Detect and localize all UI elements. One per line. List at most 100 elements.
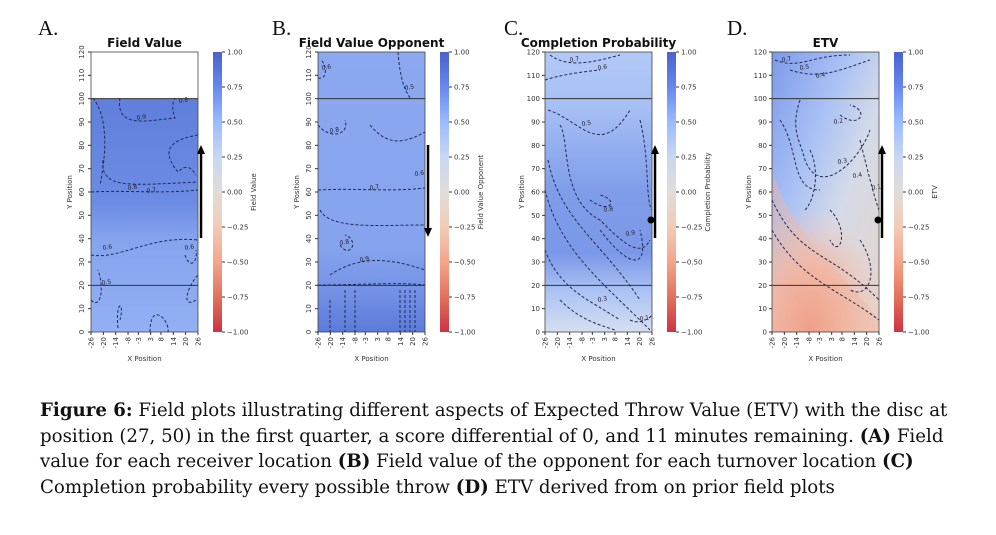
x-tick-label: -14 bbox=[339, 336, 347, 348]
contour-label: 0.9 bbox=[625, 229, 636, 238]
disc-position-marker bbox=[647, 216, 655, 224]
colorbar-tick-label: 0.00 bbox=[908, 189, 924, 197]
contour-label: 0.5 bbox=[581, 119, 592, 128]
contour-label: 0.6 bbox=[414, 169, 425, 178]
colorbar-tick-label: 0.25 bbox=[681, 154, 697, 162]
colorbar-tick-label: 0.50 bbox=[227, 119, 243, 127]
x-tick-label: -26 bbox=[88, 336, 96, 348]
y-tick-label: 50 bbox=[758, 212, 767, 220]
y-tick-label: 60 bbox=[78, 188, 86, 197]
x-axis-label: X Position bbox=[127, 355, 161, 363]
y-tick-label: 0 bbox=[305, 330, 313, 334]
colorbar-label: Field Value Opponent bbox=[477, 155, 485, 230]
panel-a: Field Value 0.9 0.8 0.7 0.6 0.5 0.6 0.8 0 10 20 30 4… bbox=[66, 36, 258, 363]
x-tick-label: -20 bbox=[554, 337, 562, 348]
colorbar-tick-label: −1.00 bbox=[908, 329, 929, 337]
y-tick-label: 20 bbox=[758, 282, 767, 290]
x-tick-label: -14 bbox=[566, 336, 574, 348]
y-tick-label: 70 bbox=[531, 165, 540, 173]
contour-label: 0.1 bbox=[871, 183, 882, 192]
y-tick-label: 70 bbox=[78, 164, 86, 173]
contour-label: 0.8 bbox=[178, 96, 189, 105]
colorbar-tick-label: 0.50 bbox=[454, 119, 470, 127]
panel-title: Field Value bbox=[107, 36, 182, 50]
x-tick-label: 8 bbox=[838, 337, 846, 341]
colorbar-tick-label: −0.50 bbox=[681, 259, 702, 267]
y-tick-label: 110 bbox=[527, 72, 540, 80]
colorbar-tick-label: 0.00 bbox=[227, 189, 243, 197]
x-axis-label: X Position bbox=[808, 355, 842, 363]
contour-label: 0.6 bbox=[597, 63, 608, 72]
y-tick-label: 50 bbox=[78, 211, 86, 220]
colorbar-tick-label: 0.00 bbox=[681, 189, 697, 197]
caption-d-tag: (D) bbox=[455, 476, 489, 498]
contour-label: 0.7 bbox=[781, 55, 792, 64]
colorbar-tick-label: 0.25 bbox=[908, 154, 924, 162]
x-tick-label: 26 bbox=[195, 336, 203, 345]
y-tick-label: 80 bbox=[531, 142, 540, 150]
contour-label: 0.7 bbox=[146, 186, 157, 195]
x-tick-label: 26 bbox=[876, 336, 884, 345]
y-tick-label: 100 bbox=[754, 95, 767, 103]
colorbar-tick-label: 0.75 bbox=[227, 84, 243, 92]
contour-label: 0.4 bbox=[815, 71, 826, 80]
colorbar-tick-label: −1.00 bbox=[454, 329, 475, 337]
contour-label: 0.7 bbox=[369, 183, 380, 192]
colorbar-tick-label: −0.25 bbox=[908, 224, 929, 232]
contour-label: 0.8 bbox=[339, 238, 350, 247]
x-axis-label: X Position bbox=[354, 355, 388, 363]
colorbar-tick-label: −0.75 bbox=[908, 294, 929, 302]
y-tick-label: 120 bbox=[305, 45, 313, 58]
contour-label: 0.7 bbox=[569, 55, 580, 64]
contour-lines bbox=[90, 97, 199, 333]
x-tick-label: 8 bbox=[611, 337, 619, 341]
x-tick-label: -26 bbox=[542, 336, 550, 348]
disc-position-marker bbox=[874, 216, 882, 224]
panel-d: ETV 0.7 0.5 0.4 0.2 0.3 0.4 0.1 0 10 20 30 40 50 60 70 8… bbox=[745, 36, 939, 363]
contour-label: 0.1 bbox=[639, 314, 650, 323]
caption-c-tag: (C) bbox=[881, 451, 914, 473]
contour-label: 0.5 bbox=[799, 63, 810, 72]
x-tick-label: 26 bbox=[422, 336, 430, 345]
y-tick-label: 90 bbox=[531, 119, 540, 127]
contour-lines bbox=[544, 54, 653, 331]
panel-c-letter: C. bbox=[504, 16, 524, 40]
colorbar-tick-label: 0.25 bbox=[227, 154, 243, 162]
arrow-head-icon bbox=[197, 145, 205, 154]
colorbar-tick-label: −0.50 bbox=[227, 259, 248, 267]
panel-title: Completion Probability bbox=[521, 36, 677, 50]
y-tick-label: 110 bbox=[305, 69, 313, 82]
y-tick-label: 10 bbox=[758, 305, 767, 313]
panel-c: Completion Probability 0.7 0.6 0.5 0.8 0.9 0.3… bbox=[518, 36, 712, 363]
x-tick-label: -20 bbox=[781, 337, 789, 348]
x-tick-label: -26 bbox=[315, 336, 323, 348]
y-tick-label: 100 bbox=[305, 92, 313, 105]
y-tick-label: 40 bbox=[758, 235, 767, 243]
colorbar-tick-label: 0.75 bbox=[454, 84, 470, 92]
x-tick-label: -3 bbox=[362, 337, 370, 344]
x-tick-label: 14 bbox=[624, 336, 632, 345]
caption-c-text: Completion probability every possible th… bbox=[40, 476, 456, 498]
heatmap bbox=[318, 52, 425, 332]
x-tick-label: 8 bbox=[384, 337, 392, 341]
y-tick-label: 40 bbox=[531, 235, 540, 243]
colorbar-tick-label: 0.25 bbox=[454, 154, 470, 162]
contour-label: 0.3 bbox=[837, 157, 848, 166]
caption-label: Figure 6: bbox=[40, 400, 133, 421]
colorbar-tick-label: −1.00 bbox=[227, 329, 248, 337]
y-tick-label: 60 bbox=[305, 188, 313, 197]
y-tick-label: 110 bbox=[754, 72, 767, 80]
y-tick-label: 40 bbox=[78, 234, 86, 243]
y-tick-label: 30 bbox=[758, 259, 767, 267]
caption-a-text: Field value for each receiver location bbox=[40, 425, 944, 473]
panel-d-letter: D. bbox=[727, 16, 748, 40]
y-tick-label: 100 bbox=[78, 92, 86, 105]
arrow-head-icon bbox=[878, 145, 886, 154]
x-tick-label: 14 bbox=[170, 336, 178, 345]
x-tick-label: -8 bbox=[806, 337, 814, 344]
y-tick-label: 20 bbox=[78, 281, 86, 290]
colorbar-tick-label: 1.00 bbox=[454, 49, 470, 57]
x-tick-label: -8 bbox=[579, 337, 587, 344]
y-tick-label: 120 bbox=[754, 49, 767, 57]
contour-label: 0.8 bbox=[603, 205, 614, 214]
